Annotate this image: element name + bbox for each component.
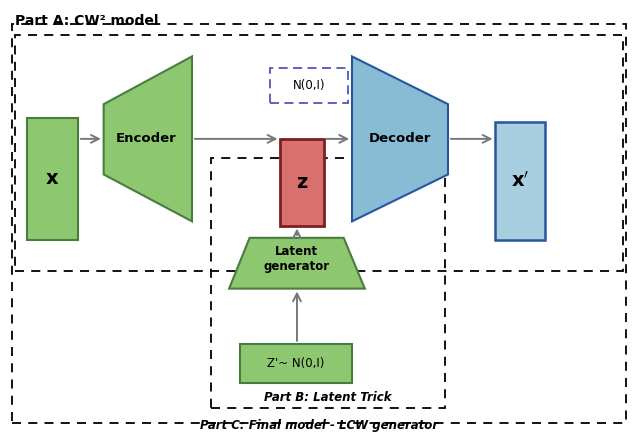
Text: $\mathbf{x'}$: $\mathbf{x'}$ — [511, 171, 529, 191]
Text: Latent
generator: Latent generator — [264, 245, 330, 273]
Text: Part B: Latent Trick: Part B: Latent Trick — [264, 391, 392, 404]
Bar — [211, 158, 445, 408]
Bar — [15, 35, 623, 271]
Bar — [495, 122, 545, 240]
Text: Z'~ N(0,I): Z'~ N(0,I) — [268, 357, 324, 370]
Polygon shape — [229, 238, 365, 289]
Bar — [270, 68, 348, 103]
Text: $\mathbf{x}$: $\mathbf{x}$ — [45, 169, 60, 188]
Bar — [240, 344, 352, 383]
Text: Part C: Final model - LCW generator: Part C: Final model - LCW generator — [200, 419, 438, 432]
Text: Decoder: Decoder — [369, 132, 431, 145]
Bar — [27, 118, 78, 240]
Bar — [280, 139, 324, 226]
Polygon shape — [104, 56, 192, 221]
Text: Part A: CW² model: Part A: CW² model — [15, 14, 158, 28]
Text: N(0,I): N(0,I) — [293, 79, 325, 92]
Text: Encoder: Encoder — [116, 132, 176, 145]
Polygon shape — [352, 56, 448, 221]
Text: $\mathbf{z}$: $\mathbf{z}$ — [296, 173, 308, 192]
